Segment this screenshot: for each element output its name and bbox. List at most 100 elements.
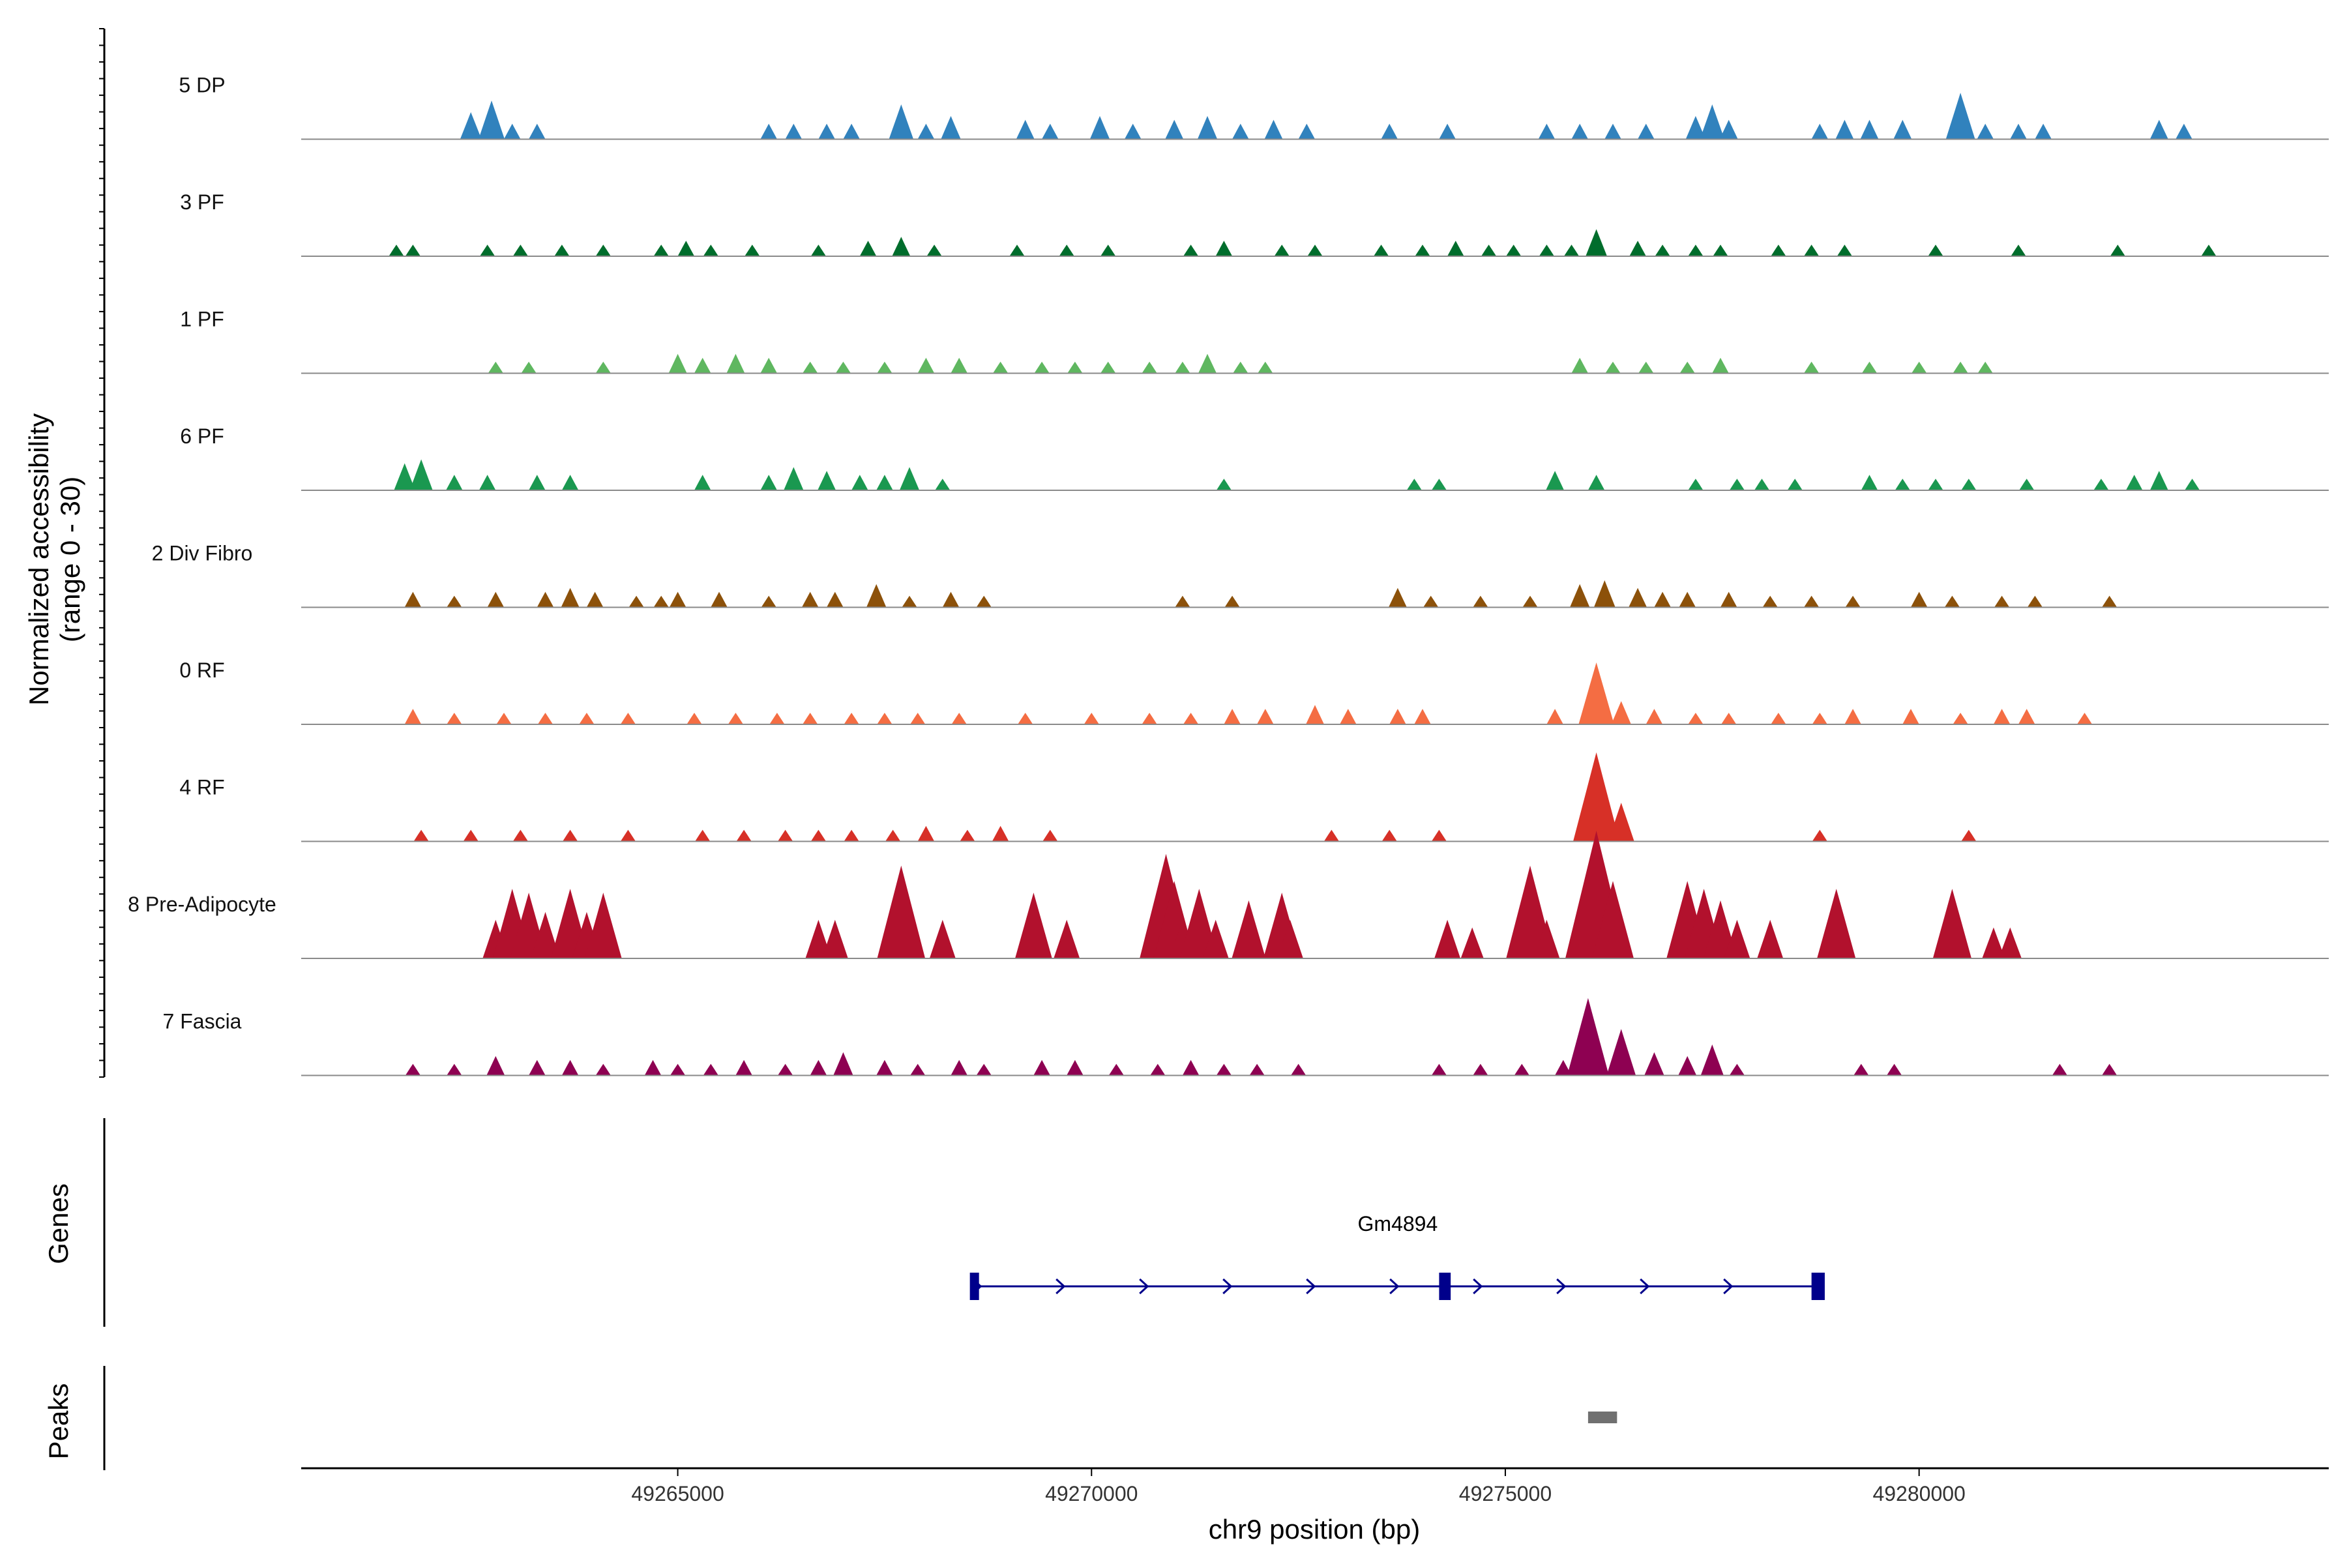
coverage-peak: [584, 893, 622, 958]
coverage-peak: [889, 104, 914, 140]
coverage-peak: [877, 713, 893, 724]
coverage-peak: [1932, 889, 1971, 958]
coverage-peak: [1860, 119, 1879, 140]
coverage-peak: [1719, 119, 1738, 140]
coverage-peak: [1183, 713, 1199, 724]
coverage-peak: [1546, 471, 1565, 490]
coverage-peak: [769, 713, 785, 724]
coverage-peak: [670, 1063, 686, 1076]
coverage-peak: [910, 1063, 926, 1076]
coverage-peak: [695, 829, 711, 842]
coverage-peak: [810, 829, 826, 842]
coverage-peak: [1977, 123, 1994, 140]
coverage-peak: [778, 1063, 793, 1076]
coverage-track: 6 PF: [180, 424, 2329, 491]
coverage-peak: [1555, 1059, 1572, 1076]
coverage-peak: [694, 475, 711, 490]
coverage-peak: [951, 713, 967, 724]
coverage-peak: [1059, 244, 1074, 256]
coverage-peak: [951, 1059, 967, 1076]
coverage-peak: [1787, 479, 1803, 490]
coverage-peak: [1688, 713, 1704, 724]
coverage-peak: [1606, 1029, 1636, 1076]
coverage-peak: [1713, 244, 1728, 256]
coverage-peak: [669, 591, 686, 608]
coverage-peak: [561, 1059, 579, 1076]
coverage-peak: [1902, 709, 1919, 724]
coverage-peak: [1406, 479, 1422, 490]
coverage-peak: [389, 244, 404, 256]
coverage-peak: [1887, 1063, 1902, 1076]
coverage-peak: [1233, 361, 1248, 374]
coverage-peak: [479, 475, 496, 490]
coverage-peak: [653, 595, 669, 608]
coverage-peak: [917, 825, 935, 842]
coverage-peak: [1215, 241, 1233, 256]
coverage-peak: [1340, 709, 1357, 724]
coverage-peak: [1473, 1063, 1488, 1076]
coverage-peak: [595, 1063, 611, 1076]
coverage-peak: [851, 475, 868, 490]
coverage-peak: [1084, 713, 1099, 724]
gene-exon: [1439, 1273, 1451, 1300]
coverage-peak: [1953, 713, 1968, 724]
coverage-peak: [1034, 361, 1050, 374]
coverage-track: 1 PF: [180, 308, 2329, 374]
coverage-peak: [554, 244, 570, 256]
coverage-peak: [703, 244, 718, 256]
coverage-peak: [736, 829, 752, 842]
coverage-peak: [694, 357, 711, 374]
coverage-peak: [1197, 115, 1218, 140]
track-label: 1 PF: [180, 308, 224, 331]
coverage-peak: [537, 713, 554, 724]
coverage-peak: [917, 123, 935, 140]
coverage-peak: [1124, 123, 1142, 140]
coverage-peak: [892, 237, 911, 256]
track-label: 5 DP: [179, 74, 225, 97]
coverage-peak: [1804, 595, 1820, 608]
coverage-peak: [1460, 927, 1484, 958]
coverage-peak: [1638, 361, 1654, 374]
coverage-peak: [1067, 1059, 1084, 1076]
coverage-peak: [1587, 475, 1605, 490]
coverage-peak: [1431, 1063, 1447, 1076]
coverage-peak: [1646, 709, 1663, 724]
coverage-peak: [503, 123, 521, 140]
coverage-peak: [1592, 881, 1634, 958]
coverage-peak: [735, 1059, 752, 1076]
genes-panel-title: Genes: [43, 1183, 74, 1264]
coverage-peak: [1054, 919, 1080, 958]
coverage-peak: [1724, 919, 1750, 958]
coverage-peak: [1578, 662, 1614, 724]
coverage-peak: [992, 825, 1009, 842]
coverage-peak: [2093, 479, 2109, 490]
coverage-peak: [1611, 701, 1631, 724]
peak-track: [103, 1366, 1617, 1470]
coverage-peak: [1893, 119, 1912, 140]
coverage-peak: [1182, 1059, 1200, 1076]
coverage-peak: [805, 919, 832, 958]
coverage-peak: [1835, 119, 1854, 140]
coverage-peak: [951, 357, 967, 374]
coverage-peak: [1638, 123, 1655, 140]
coverage-peak: [2149, 119, 2168, 140]
coverage-peak: [1100, 244, 1116, 256]
gene-exon: [969, 1273, 979, 1300]
strand-arrow: [1306, 1278, 1316, 1295]
coverage-track: 0 RF: [179, 658, 2329, 725]
coverage-peak: [1216, 1063, 1232, 1076]
coverage-peak: [1033, 1059, 1050, 1076]
coverage-peak: [2176, 123, 2192, 140]
coverage-peak: [810, 1059, 827, 1076]
strand-arrow: [1723, 1278, 1734, 1295]
coverage-peak: [1018, 713, 1033, 724]
coverage-peak: [2035, 123, 2052, 140]
coverage-peak: [801, 591, 819, 608]
strand-arrow: [1222, 1278, 1233, 1295]
coverage-tracks: 5 DP 3 PF 1 PF 6 PF 2 Div Fibro 0 RF 4 RF 8 Pre…: [128, 74, 2329, 1076]
coverage-peak: [677, 241, 695, 256]
strand-arrow: [1139, 1278, 1149, 1295]
coverage-peak: [1216, 479, 1232, 490]
